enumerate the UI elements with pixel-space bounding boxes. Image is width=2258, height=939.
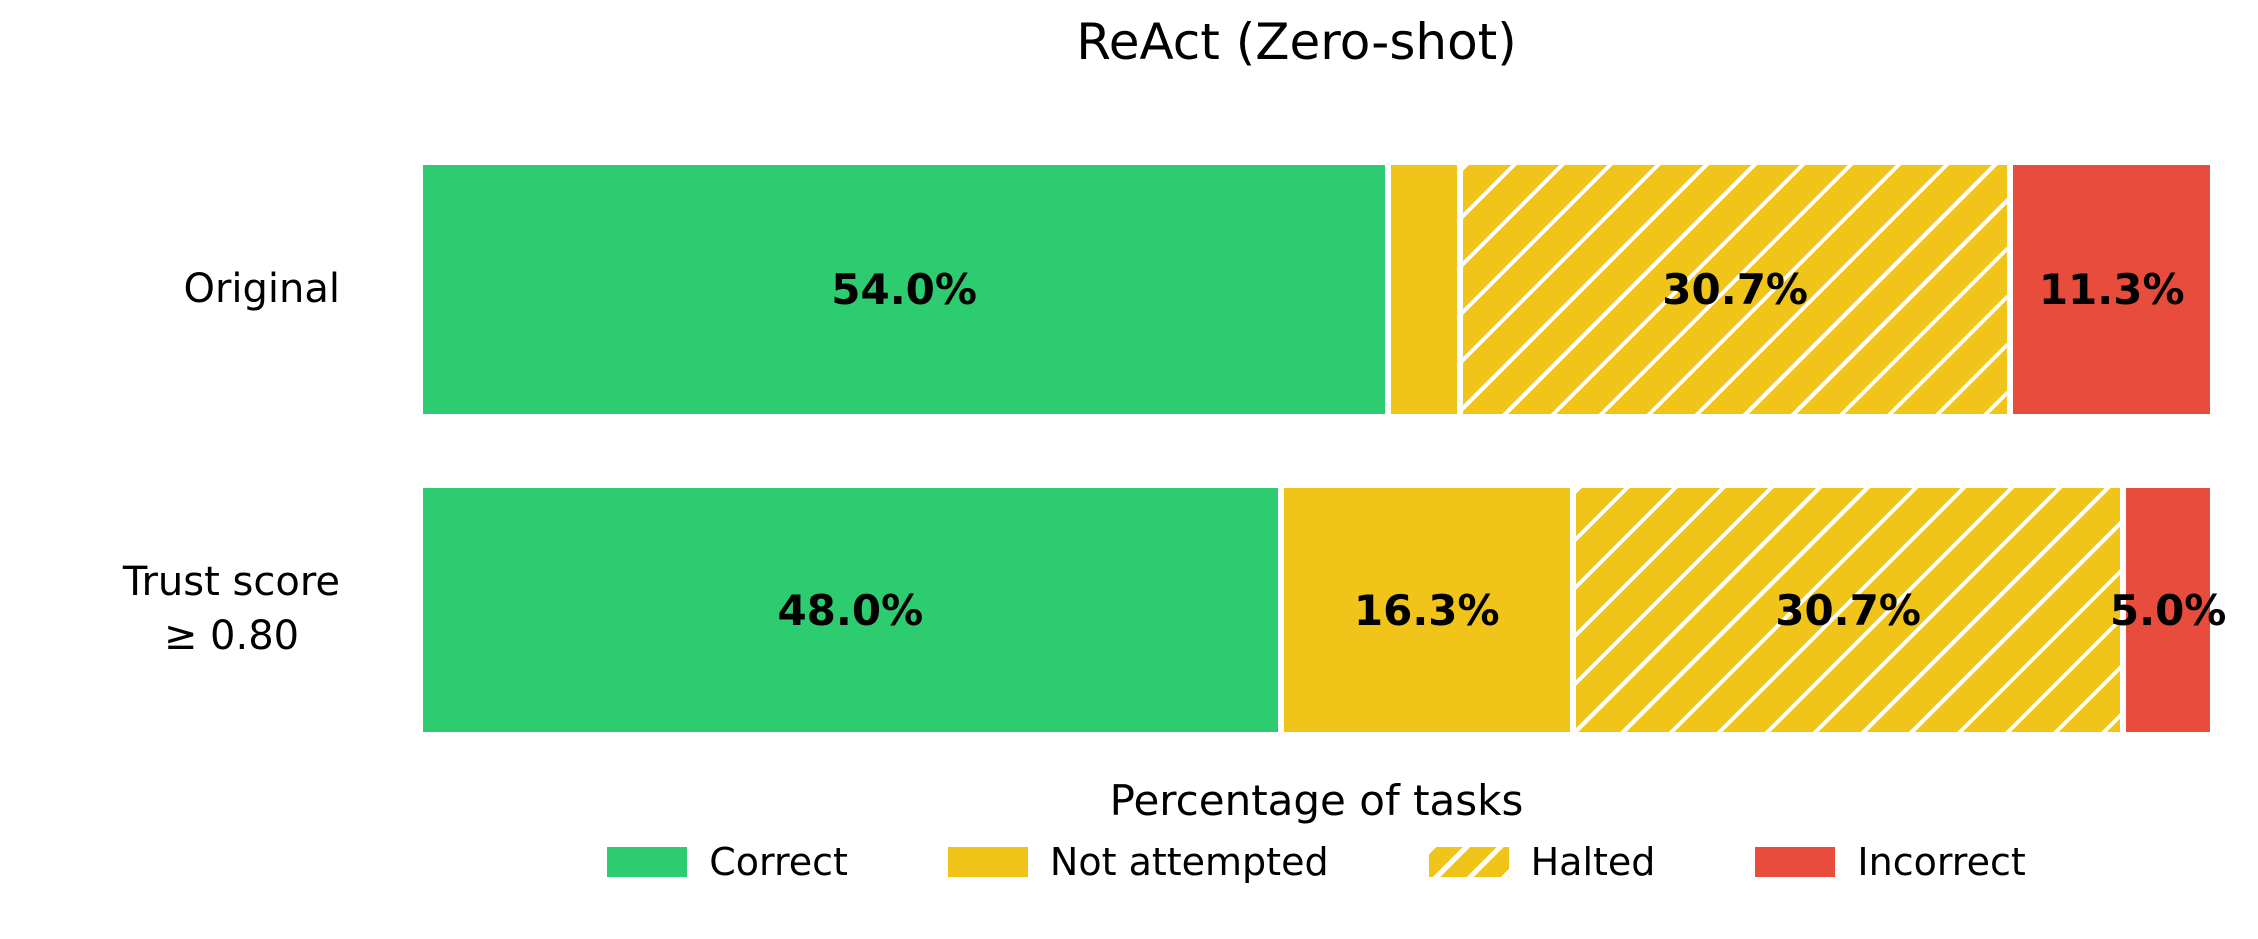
bar-segment-value-label: 54.0% — [831, 265, 977, 314]
bar-row-original: 54.0% 30.7% 11.3% — [420, 162, 2213, 417]
bar-segment-value-label: 11.3% — [2038, 265, 2185, 314]
bar-segment-trust-score-0-80-incorrect: 5.0% — [2110, 485, 2226, 735]
legend-swatch-incorrect — [1755, 847, 1836, 877]
legend-swatch-correct — [607, 847, 688, 877]
legend-label: Incorrect — [1857, 840, 2026, 884]
ytick-label-line: ≥ 0.80 — [163, 613, 300, 659]
legend-label: Halted — [1530, 840, 1656, 884]
bar-segment-trust-score-0-80-correct: 48.0% — [420, 485, 1281, 735]
bar-segment-original-not-attempted — [1388, 162, 1460, 417]
bar-row-trust-score: 48.0% 16.3% 30.7% 5.0% — [420, 485, 2226, 735]
bar-segment-value-label: 48.0% — [777, 585, 924, 635]
legend-swatch-not-attempted — [947, 847, 1028, 877]
bar-segment-value-label: 30.7% — [1775, 585, 1921, 635]
legend-item-not-attempted: Not attempted — [947, 840, 1329, 884]
bar-segment-value-label: 5.0% — [2109, 585, 2227, 635]
ytick-label-original: Original — [0, 262, 340, 316]
chart-title: ReAct (Zero-shot) — [1076, 13, 1517, 71]
legend-label: Not attempted — [1049, 840, 1329, 884]
ytick-label-line: Original — [183, 266, 340, 312]
bar-segment-value-label: 30.7% — [1662, 265, 1809, 314]
legend: Correct Not attempted Halted Incorrect — [420, 840, 2213, 884]
legend-item-correct: Correct — [607, 840, 848, 884]
bar-segment-value-label: 16.3% — [1353, 585, 1500, 635]
legend-swatch-halted — [1428, 847, 1509, 877]
bar-segment-trust-score-0-80-halted: 30.7% — [1572, 485, 2124, 735]
bar-segment-original-halted: 30.7% — [1459, 162, 2011, 417]
bar-segment-original-correct: 54.0% — [420, 162, 1389, 417]
legend-item-incorrect: Incorrect — [1755, 840, 2026, 884]
ytick-label-line: Trust score — [122, 559, 340, 605]
legend-label: Correct — [709, 840, 848, 884]
bar-segment-trust-score-0-80-not-attempted: 16.3% — [1280, 485, 1573, 735]
x-axis-label: Percentage of tasks — [1109, 776, 1524, 825]
bar-segment-original-incorrect: 11.3% — [2010, 162, 2213, 417]
ytick-label-trust-score: Trust score ≥ 0.80 — [0, 555, 340, 663]
legend-item-halted: Halted — [1428, 840, 1656, 884]
